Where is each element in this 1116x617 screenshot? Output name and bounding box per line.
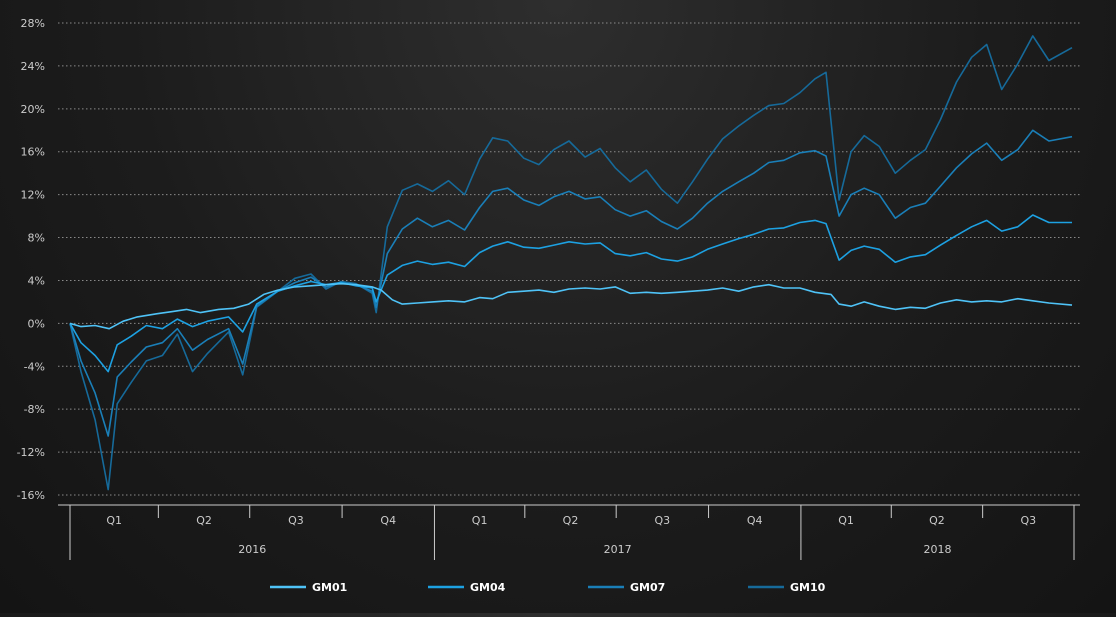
y-tick-label: -12% (17, 446, 45, 459)
legend-label: GM07 (630, 581, 665, 594)
quarter-label: Q4 (380, 514, 396, 527)
quarter-label: Q3 (655, 514, 671, 527)
y-axis: -16% -12% -8% -4% 0% 4% 8% 12% 16% 20% 24% 28% (17, 17, 45, 502)
gridlines (58, 22, 1080, 496)
legend[interactable]: GM01 GM04 GM07 GM10 (270, 581, 826, 594)
legend-item-gm01[interactable]: GM01 (270, 581, 347, 594)
y-tick-label: 8% (28, 232, 45, 245)
legend-label: GM10 (790, 581, 826, 594)
legend-label: GM04 (470, 581, 506, 594)
quarter-label: Q2 (929, 514, 945, 527)
year-label: 2016 (238, 543, 266, 556)
quarter-label: Q1 (106, 514, 122, 527)
y-tick-label: 20% (21, 103, 45, 116)
y-tick-label: 12% (21, 189, 45, 202)
y-tick-label: -16% (17, 489, 45, 502)
y-tick-label: -8% (24, 403, 45, 416)
year-label: 2017 (604, 543, 632, 556)
quarter-label: Q2 (563, 514, 579, 527)
quarter-label: Q3 (1020, 514, 1036, 527)
series-line-gm10[interactable] (69, 35, 1073, 491)
y-tick-label: 4% (28, 274, 45, 287)
y-tick-label: 28% (21, 17, 45, 30)
series-line-gm01[interactable] (69, 282, 1073, 330)
series-lines (69, 35, 1073, 491)
y-tick-label: 24% (21, 60, 45, 73)
series-line-gm07[interactable] (69, 129, 1073, 437)
legend-item-gm10[interactable]: GM10 (748, 581, 826, 594)
legend-label: GM01 (312, 581, 347, 594)
series-line-gm04[interactable] (69, 214, 1072, 373)
y-tick-label: 0% (28, 317, 45, 330)
y-tick-label: 16% (21, 146, 45, 159)
quarter-label: Q4 (747, 514, 763, 527)
x-axis: Q1 Q2 Q3 Q4 Q1 Q2 Q3 Q4 Q1 Q2 Q3 2016 2017 2018 (58, 504, 1080, 560)
quarter-label: Q2 (196, 514, 212, 527)
y-tick-label: -4% (24, 360, 45, 373)
quarter-label: Q1 (472, 514, 488, 527)
legend-item-gm07[interactable]: GM07 (588, 581, 665, 594)
quarter-label: Q1 (838, 514, 854, 527)
legend-item-gm04[interactable]: GM04 (428, 581, 506, 594)
year-label: 2018 (923, 543, 951, 556)
quarter-label: Q3 (288, 514, 304, 527)
